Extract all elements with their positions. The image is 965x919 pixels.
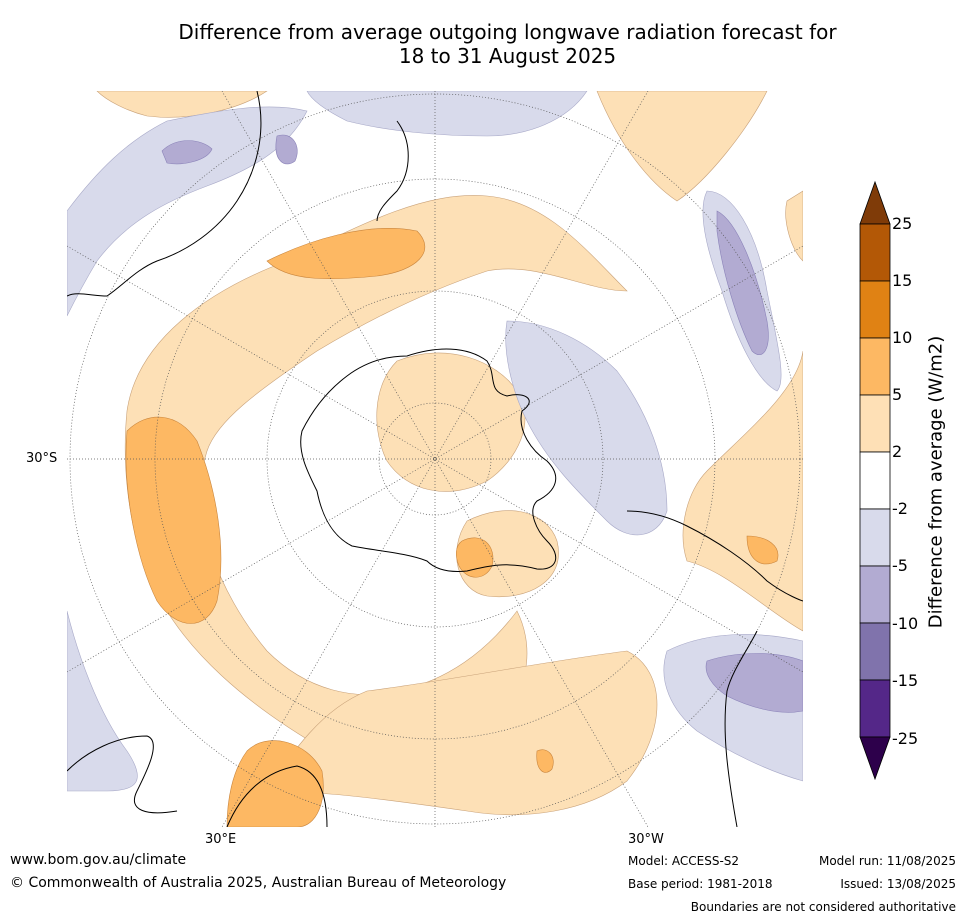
- footer-copyright: © Commonwealth of Australia 2025, Austra…: [10, 875, 507, 891]
- footer-model-run: Model run: 11/08/2025: [818, 854, 956, 868]
- colorbar-arrow-bottom: [859, 736, 891, 781]
- colorbar-tick-2: 2: [892, 442, 903, 461]
- colorbar: [848, 180, 918, 781]
- colorbar-arrow-top: [859, 180, 891, 225]
- colorbar-swatch-neg-10-15: [859, 622, 891, 681]
- colorbar-tick-neg5: -5: [892, 556, 908, 575]
- title-line-2: 18 to 31 August 2025: [398, 44, 617, 68]
- lon-label-30w: 30°W: [628, 832, 664, 847]
- map-title: Difference from average outgoing longwav…: [0, 20, 965, 68]
- anomaly-negative-5-10: [161, 134, 803, 713]
- colorbar-swatch-neg-2-5: [859, 508, 891, 567]
- colorbar-swatch-5-10: [859, 337, 891, 396]
- colorbar-swatch-neg-5-10: [859, 565, 891, 624]
- lon-label-30e: 30°E: [205, 832, 237, 847]
- colorbar-swatch-15-25: [859, 223, 891, 282]
- colorbar-tick-10: 10: [892, 328, 913, 347]
- lat-label-30s: 30°S: [26, 451, 58, 466]
- colorbar-tick-neg15: -15: [892, 671, 919, 690]
- colorbar-swatch-neg-15-25: [859, 679, 891, 738]
- colorbar-tick-neg10: -10: [892, 614, 919, 633]
- polar-map: [67, 91, 803, 827]
- colorbar-swatch-neutral: [859, 451, 891, 510]
- footer-disclaimer: Boundaries are not considered authoritat…: [690, 900, 956, 914]
- title-line-1: Difference from average outgoing longwav…: [178, 20, 837, 44]
- colorbar-tick-25: 25: [892, 214, 913, 233]
- colorbar-tick-neg2: -2: [892, 499, 908, 518]
- footer-model: Model: ACCESS-S2: [628, 854, 740, 868]
- colorbar-tick-neg25: -25: [892, 729, 919, 748]
- continent-coastlines: [67, 91, 803, 827]
- footer-base-period: Base period: 1981-2018: [628, 877, 773, 891]
- colorbar-tick-5: 5: [892, 385, 903, 404]
- footer-issued: Issued: 13/08/2025: [840, 877, 956, 891]
- graticule: [67, 91, 803, 827]
- antarctica-coastline: [300, 348, 557, 572]
- colorbar-swatch-10-15: [859, 280, 891, 339]
- colorbar-swatch-2-5: [859, 394, 891, 453]
- colorbar-tick-15: 15: [892, 271, 913, 290]
- footer-url[interactable]: www.bom.gov.au/climate: [10, 852, 187, 868]
- colorbar-title: Difference from average (W/m2): [925, 335, 947, 629]
